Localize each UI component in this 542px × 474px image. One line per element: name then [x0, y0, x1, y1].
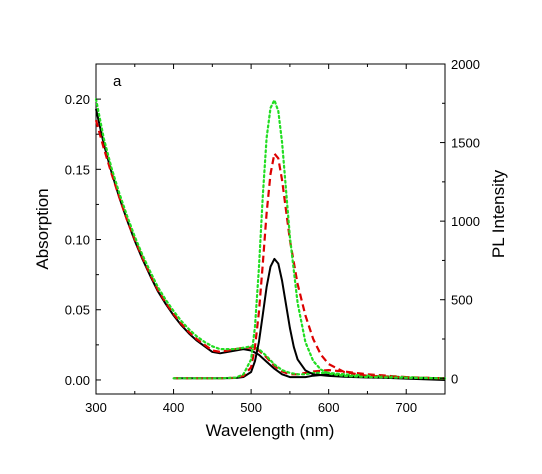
absorption-curve-dashed — [94, 119, 446, 380]
x-tick-label: 500 — [240, 400, 262, 415]
panel-label: a — [113, 73, 122, 90]
y-left-tick-label: 0.00 — [65, 373, 90, 388]
y-axis-title-right: PL Intensity — [489, 169, 508, 258]
x-axis-title: Wavelength (nm) — [206, 421, 335, 440]
absorption-curve-solid — [95, 108, 446, 381]
y-axis-title-left: Absorption — [33, 188, 52, 269]
y-right-tick-label: 2000 — [451, 57, 480, 72]
y-left-tick-label: 0.20 — [65, 92, 90, 107]
y-left-tick-label: 0.10 — [65, 233, 90, 248]
axis-layer: 300 400 500 600 700 0.00 0.05 0.10 0.15 0.20 0 500 1… — [65, 57, 480, 415]
y-right-tick-label: 1000 — [451, 214, 480, 229]
x-tick-label: 300 — [85, 400, 107, 415]
y-right-tick-label: 500 — [451, 293, 473, 308]
x-tick-label: 400 — [163, 400, 185, 415]
pl-curve-dotted — [172, 98, 447, 380]
y-right-tick-label: 1500 — [451, 136, 480, 151]
pl-curve-solid — [173, 257, 446, 380]
absorption-curve-dotted — [94, 97, 447, 380]
y-left-tick-label: 0.05 — [65, 303, 90, 318]
y-left-tick-label: 0.15 — [65, 162, 90, 177]
x-tick-label: 600 — [318, 400, 340, 415]
y-right-tick-label: 0 — [451, 371, 458, 386]
x-tick-label: 700 — [395, 400, 417, 415]
plot-frame — [95, 63, 446, 395]
series-layer — [94, 97, 447, 381]
pl-curve-dashed — [173, 152, 446, 380]
